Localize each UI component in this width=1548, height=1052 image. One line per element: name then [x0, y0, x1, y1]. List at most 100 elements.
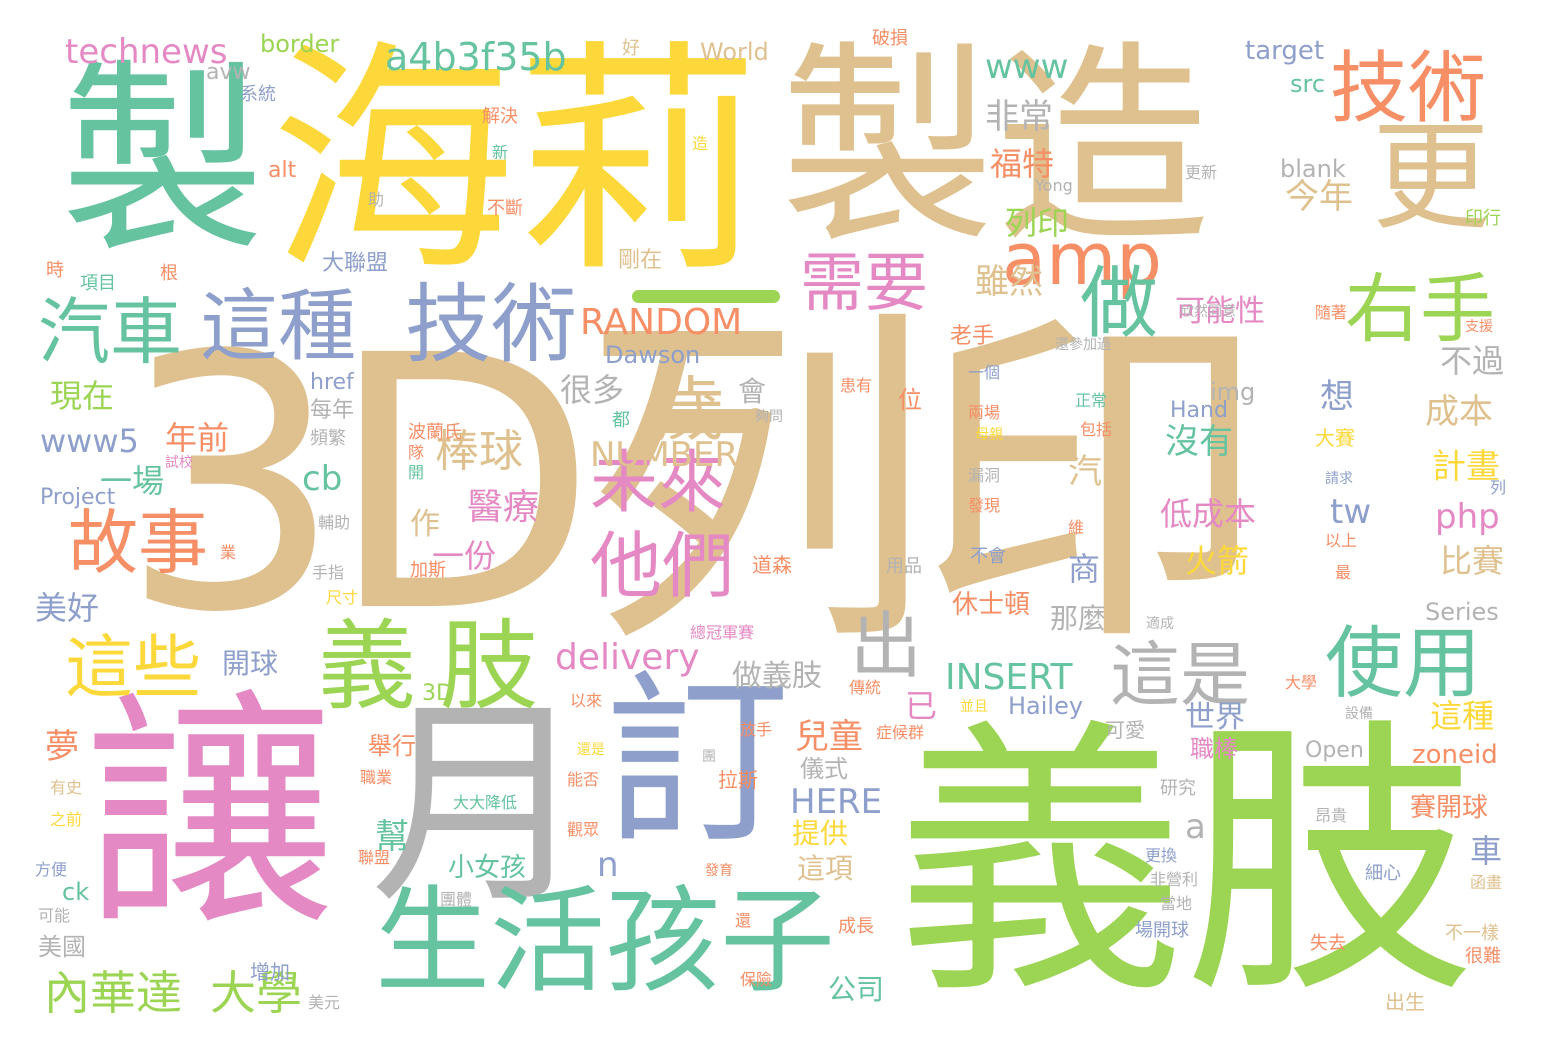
word-yishang: 以上 [1325, 531, 1358, 550]
word-sui: 歲 [655, 369, 725, 451]
word-gangzai: 剛在 [618, 248, 663, 273]
word-jihua: 計畫 [1432, 447, 1500, 487]
word-geng2: 更換 [1145, 846, 1178, 865]
word-tuan: 團 [702, 749, 716, 765]
word-chichun: 尺寸 [326, 588, 359, 607]
word-border: border [260, 30, 340, 58]
word-zhi-lime: 肢 [440, 610, 539, 724]
word-tw: tw [1330, 492, 1372, 532]
word-n: n [597, 845, 619, 885]
word-zhiye: 職業 [360, 768, 393, 787]
word-zongguanjun: 總冠軍賽 [690, 623, 755, 642]
word-shijie: 世界 [1185, 700, 1245, 735]
word-lieyin: 列印 [1005, 204, 1070, 242]
word-hui: 會 [738, 375, 767, 408]
word-zheshi: 這是 [1110, 634, 1250, 716]
word-alt: alt [268, 158, 297, 183]
word-daxue: 大學 [210, 966, 302, 1020]
word-bumian: 不會 [970, 546, 1006, 567]
word-zhexiang: 這項 [797, 852, 854, 885]
word-xiushidun: 休士頓 [952, 590, 1031, 620]
word-yong: Yong [1035, 176, 1073, 195]
word-weilai: 未來 [590, 444, 727, 523]
word-jishu-mid: 技術 [405, 275, 577, 375]
word-yige: 一個 [968, 363, 1001, 382]
word-xiaonuhai: 小女孩 [448, 853, 527, 883]
word-shebei: 設備 [1345, 706, 1373, 722]
word-buduan: 不斷 [487, 198, 523, 219]
word-xixin: 細心 [1365, 863, 1401, 884]
word-bingqie: 並且 [960, 699, 988, 715]
word-here: HERE [790, 782, 883, 822]
word-world: World [700, 38, 769, 66]
word-zhenghouqun: 症候群 [876, 723, 925, 742]
word-shang: 商 [1068, 550, 1101, 588]
word-hand: Hand [1170, 398, 1228, 423]
word-xiangmu: 項目 [80, 273, 116, 294]
word-gushi: 故事 [68, 502, 208, 584]
word-3d-print: 3D列印 [120, 281, 1267, 689]
word-baokuo: 包括 [1080, 420, 1113, 439]
word-zuo2: 作 [410, 507, 440, 542]
word-blank: blank [1280, 155, 1346, 183]
word-hanhua: 函畫 [1470, 873, 1503, 892]
word-fute: 福特 [990, 145, 1055, 183]
word-target: target [1245, 36, 1325, 66]
word-tigong: 提供 [792, 817, 849, 850]
word-yishi: 儀式 [800, 755, 848, 783]
word-ding: 訂 [605, 654, 790, 870]
word-shenghuo-haizi: 生活孩子 [375, 885, 835, 1000]
word-href: href [310, 370, 354, 395]
word-shiqu: 失去 [1310, 933, 1346, 954]
word-bang: 幫 [375, 817, 409, 857]
word-youshou: 右手 [1345, 265, 1496, 353]
word-zhi: 製 [60, 43, 265, 281]
word-neihuada: 內華達 [44, 966, 182, 1020]
word-lianmeng: 聯盟 [358, 848, 391, 867]
word-buyiyang: 不一樣 [1445, 923, 1499, 944]
word-xuyao: 需要 [800, 247, 928, 321]
word-ck: ck [62, 878, 90, 906]
word-bolanshi: 波蘭氏 [408, 422, 462, 443]
word-zuoyizhi: 做義肢 [732, 659, 822, 694]
word-zhu: 助 [368, 190, 385, 209]
word-hash: a4b3f35b [385, 35, 567, 79]
word-jiejue: 解決 [482, 106, 518, 127]
word-youshi: 有史 [50, 778, 83, 797]
word-gougou: 夠問 [755, 409, 783, 425]
word-huan: 還 [735, 911, 752, 930]
word-ye: 業 [220, 543, 237, 562]
word-yi: 義 [318, 610, 417, 724]
word-keai: 可愛 [1105, 718, 1145, 742]
word-meiyou: 沒有 [1165, 422, 1233, 462]
word-dangdi: 當地 [1160, 894, 1193, 913]
word-zao: 造 [692, 134, 709, 153]
word-dalianmeng: 大聯盟 [322, 251, 389, 276]
word-yanjiu: 研究 [1160, 778, 1196, 799]
word-chusheng: 出生 [1385, 990, 1425, 1014]
word-wei2: 維 [1068, 518, 1085, 537]
word-src: src [1290, 70, 1326, 98]
word-zhiyuan: 支援 [1465, 319, 1493, 335]
word-fayu: 發育 [705, 863, 733, 879]
word-dui: 隊 [408, 443, 425, 462]
word-daxue2: 大學 [1285, 673, 1318, 692]
word-meinian: 每年 [310, 398, 355, 423]
word-xinran: 欣然同意 [1180, 304, 1236, 320]
word-yifen: 一份 [432, 537, 497, 575]
word-fangbian: 方便 [35, 860, 68, 879]
word-meiyuan: 美元 [308, 993, 341, 1012]
word-daosen: 道森 [752, 553, 792, 577]
word-yi2: 已 [905, 687, 938, 725]
word-nianqian: 年前 [165, 419, 230, 457]
word-zhiqian: 之前 [50, 810, 83, 829]
word-zui: 最 [1335, 563, 1352, 582]
word-geng: 更 [1372, 108, 1491, 246]
word-haizi: 孩子 [605, 875, 836, 1009]
word-hao: 好 [622, 38, 640, 59]
word-zhezhong: 這種 [200, 282, 357, 372]
word-lie: 列 [1490, 478, 1507, 497]
word-suiran: 雖然 [975, 262, 1043, 302]
word-zengjia: 增加 [250, 960, 290, 984]
word-meihao: 美好 [35, 589, 100, 627]
